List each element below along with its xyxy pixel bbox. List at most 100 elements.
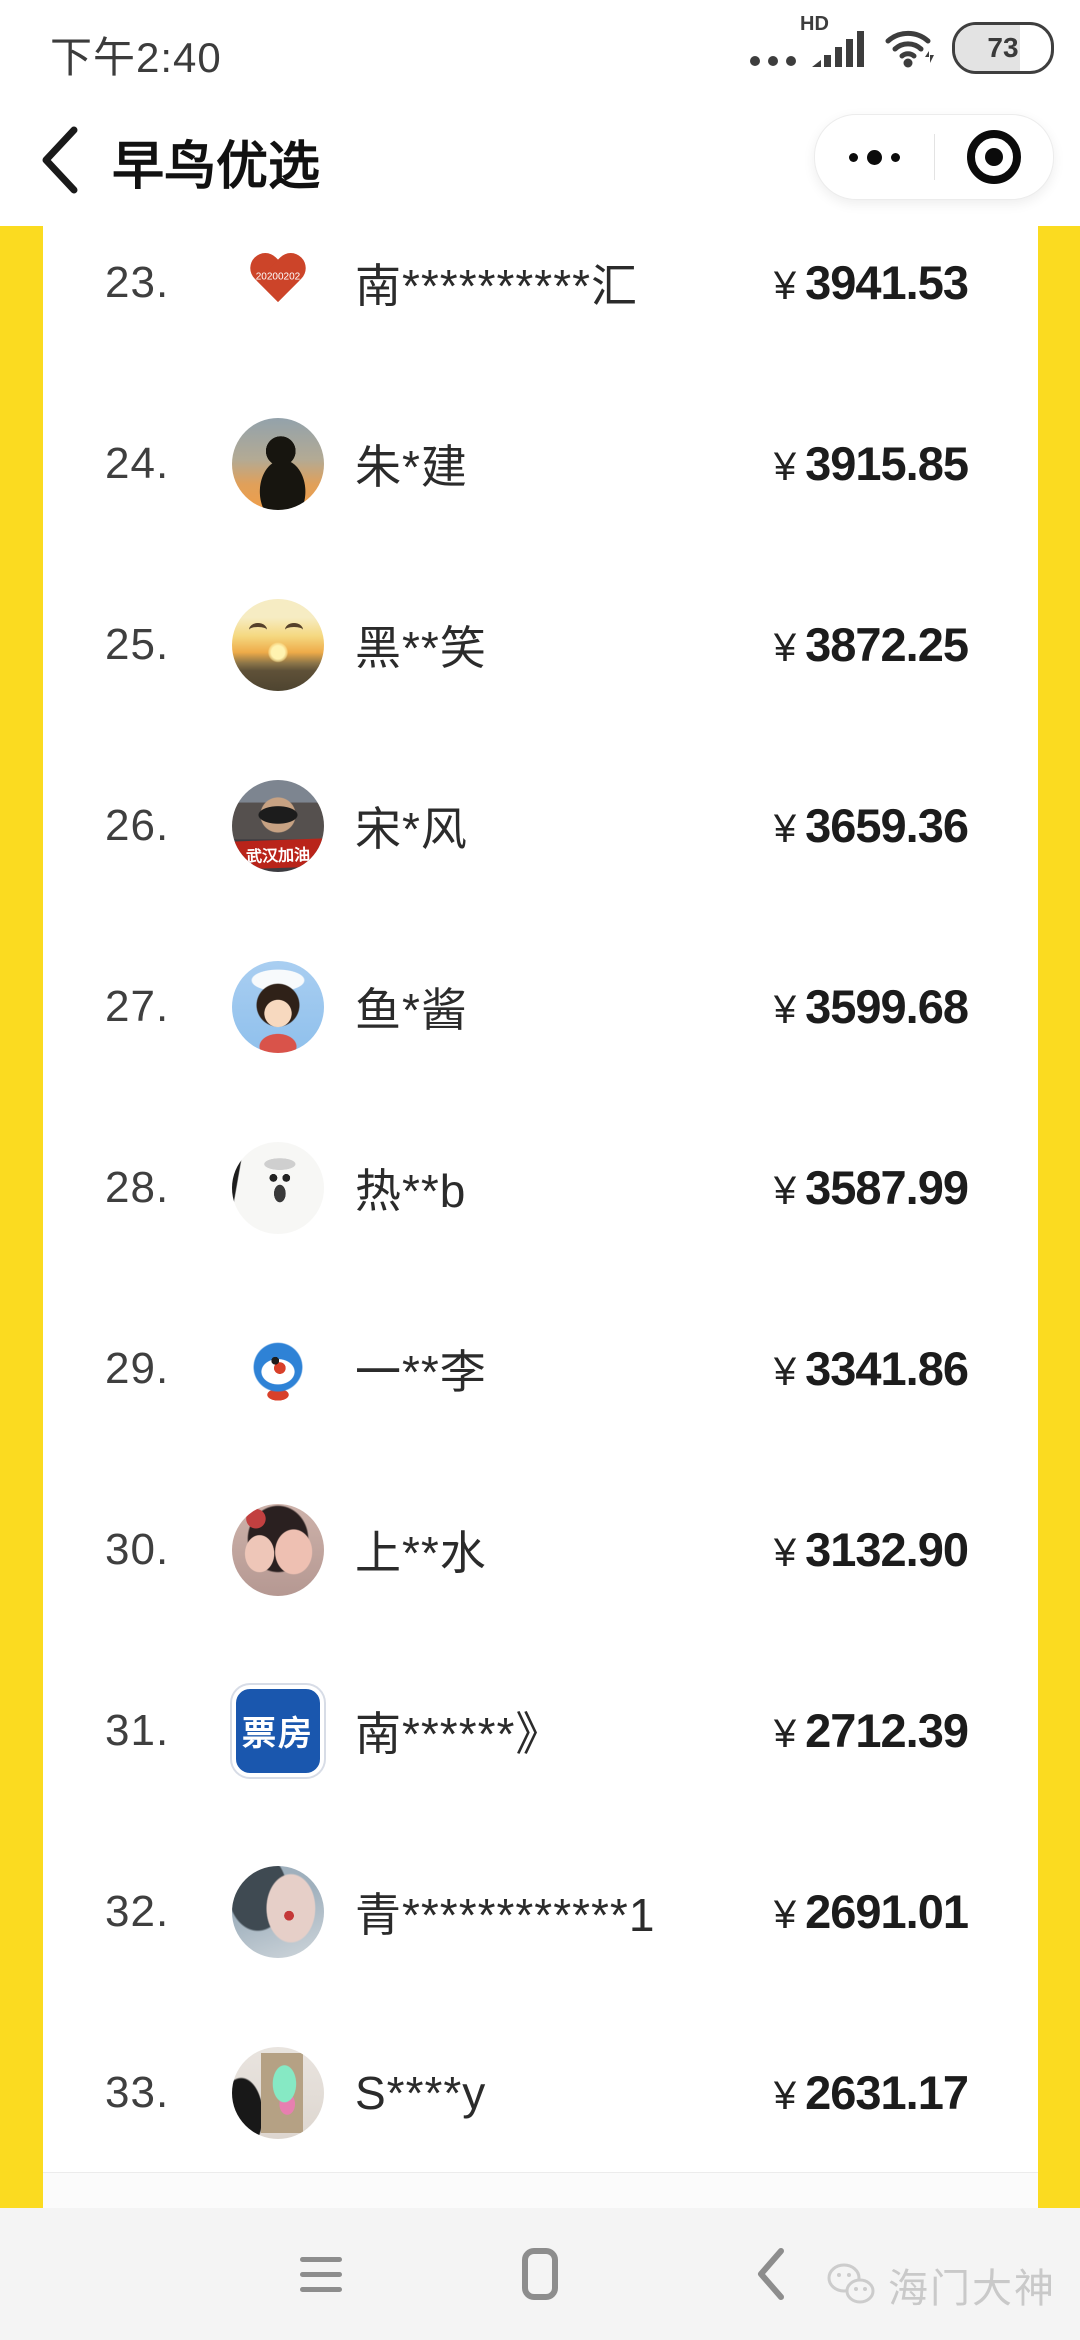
amount: ¥3872.25 bbox=[773, 617, 969, 672]
amount-value: 2712.39 bbox=[805, 1704, 969, 1757]
nav-home-button[interactable] bbox=[470, 2208, 610, 2340]
list-item: 27. 鱼*酱 ¥3599.68 bbox=[43, 916, 1038, 1097]
home-icon bbox=[522, 2248, 558, 2300]
currency-symbol: ¥ bbox=[773, 807, 797, 851]
amount-value: 2691.01 bbox=[805, 1885, 969, 1938]
amount-value: 3659.36 bbox=[805, 799, 969, 852]
currency-symbol: ¥ bbox=[773, 445, 797, 489]
list-item: 33. S****y ¥2631.17 bbox=[43, 2002, 1038, 2183]
avatar-logo-text: 票房 bbox=[242, 1715, 314, 1753]
avatar-robot-cat bbox=[232, 1322, 324, 1415]
currency-symbol: ¥ bbox=[773, 626, 797, 670]
avatar-silhouette-sunset bbox=[232, 417, 324, 510]
rank-number: 29. bbox=[105, 1343, 170, 1393]
amount: ¥2712.39 bbox=[773, 1703, 969, 1758]
amount-value: 3941.53 bbox=[805, 256, 969, 309]
rank-number: 30. bbox=[105, 1524, 170, 1574]
chevron-left-icon bbox=[42, 126, 78, 194]
user-name: 南**********汇 bbox=[355, 259, 639, 312]
currency-symbol: ¥ bbox=[773, 2074, 797, 2118]
avatar-banner-text: 武汉加油 bbox=[232, 837, 324, 870]
rank-number: 25. bbox=[105, 619, 170, 669]
list-item: 26. 武汉加油 宋*风 ¥3659.36 bbox=[43, 735, 1038, 916]
amount-value: 3341.86 bbox=[805, 1342, 969, 1395]
clock: 下午2:40 bbox=[50, 34, 222, 81]
more-options-button[interactable] bbox=[815, 115, 934, 199]
amount-value: 3587.99 bbox=[805, 1161, 969, 1214]
amount: ¥3941.53 bbox=[774, 255, 969, 310]
currency-symbol: ¥ bbox=[773, 1169, 797, 1213]
nav-menu-button[interactable] bbox=[251, 2208, 391, 2340]
amount-value: 3599.68 bbox=[805, 980, 969, 1033]
system-nav-bar: 海门大神 bbox=[0, 2208, 1080, 2340]
amount: ¥2631.17 bbox=[773, 2065, 969, 2120]
cellular-signal-icon: HD bbox=[800, 13, 868, 72]
amount: ¥3587.99 bbox=[773, 1160, 969, 1215]
currency-symbol: ¥ bbox=[773, 1893, 797, 1937]
amount-value: 2631.17 bbox=[805, 2066, 969, 2119]
avatar-face-profile bbox=[232, 1865, 324, 1958]
currency-symbol: ¥ bbox=[773, 988, 797, 1032]
user-name: 宋*风 bbox=[355, 802, 468, 855]
back-button[interactable] bbox=[30, 120, 90, 200]
avatar-selfie-photo bbox=[232, 1503, 324, 1596]
notification-dots-icon bbox=[750, 56, 796, 66]
amount-value: 3872.25 bbox=[805, 618, 969, 671]
page-title: 早鸟优选 bbox=[112, 138, 321, 196]
avatar-heart: 20200202 bbox=[232, 236, 324, 329]
list-item: 28. 热**b ¥3587.99 bbox=[43, 1097, 1038, 1278]
app-header: 早鸟优选 bbox=[0, 92, 1080, 226]
amount-value: 3915.85 bbox=[805, 437, 969, 490]
list-item: 25. 黑**笑 ¥3872.25 bbox=[43, 554, 1038, 735]
hd-volte-icon: HD bbox=[800, 13, 829, 35]
battery-percent: 73 bbox=[987, 32, 1019, 63]
capsule-divider bbox=[933, 134, 935, 180]
avatar-caption: 20200202 bbox=[255, 271, 301, 283]
right-accent-bar bbox=[1038, 226, 1080, 2208]
list-item: 24. 朱*建 ¥3915.85 bbox=[43, 373, 1038, 554]
user-name: 一**李 bbox=[355, 1345, 487, 1398]
amount: ¥3132.90 bbox=[774, 1522, 969, 1577]
watermark: 海门大神 bbox=[824, 2256, 1056, 2314]
menu-icon bbox=[300, 2256, 342, 2292]
currency-symbol: ¥ bbox=[773, 1712, 797, 1756]
avatar-artwork-photo bbox=[232, 2046, 324, 2139]
avatar-meme-face bbox=[232, 1141, 324, 1234]
card-bottom-edge bbox=[43, 2172, 1038, 2208]
exit-miniprogram-button[interactable] bbox=[935, 115, 1054, 199]
list-item: 23. 20200202 南**********汇 ¥3941.53 bbox=[43, 226, 1038, 373]
ranking-list[interactable]: 23. 20200202 南**********汇 ¥3941.53 24. 朱… bbox=[43, 226, 1038, 2208]
battery-fill bbox=[955, 25, 1021, 71]
amount: ¥2691.01 bbox=[773, 1884, 969, 1939]
miniprogram-capsule bbox=[814, 114, 1054, 200]
avatar-boxoffice-logo: 票房 bbox=[232, 1684, 324, 1777]
amount: ¥3915.85 bbox=[773, 436, 969, 491]
user-name: S****y bbox=[355, 2066, 487, 2119]
user-name: 热**b bbox=[355, 1164, 467, 1217]
watermark-text: 海门大神 bbox=[888, 2267, 1056, 2311]
list-item: 29. 一**李 ¥3341.86 bbox=[43, 1278, 1038, 1459]
amount: ¥3659.36 bbox=[773, 798, 969, 853]
avatar-sea-sunset bbox=[232, 598, 324, 691]
user-name: 南******》 bbox=[355, 1707, 563, 1760]
chevron-left-icon bbox=[758, 2248, 784, 2300]
rank-number: 26. bbox=[105, 800, 170, 850]
rank-number: 28. bbox=[105, 1162, 170, 1212]
left-accent-bar bbox=[0, 226, 43, 2208]
wechat-logo-icon bbox=[827, 2263, 875, 2304]
rank-number: 24. bbox=[105, 438, 170, 488]
user-name: 朱*建 bbox=[355, 440, 468, 493]
status-bar: 下午2:40 HD bbox=[0, 0, 1080, 92]
rank-number: 32. bbox=[105, 1886, 170, 1936]
user-name: 上**水 bbox=[355, 1526, 487, 1579]
wifi-icon bbox=[884, 25, 936, 74]
target-circle-icon bbox=[966, 130, 1021, 184]
list-item: 32. 青************1 ¥2691.01 bbox=[43, 1821, 1038, 2002]
currency-symbol: ¥ bbox=[773, 1350, 797, 1394]
rank-number: 23. bbox=[105, 257, 170, 307]
battery-icon: 73 bbox=[952, 22, 1054, 74]
nav-back-button[interactable] bbox=[700, 2208, 840, 2340]
rank-number: 33. bbox=[105, 2067, 170, 2117]
user-name: 黑**笑 bbox=[355, 621, 487, 674]
